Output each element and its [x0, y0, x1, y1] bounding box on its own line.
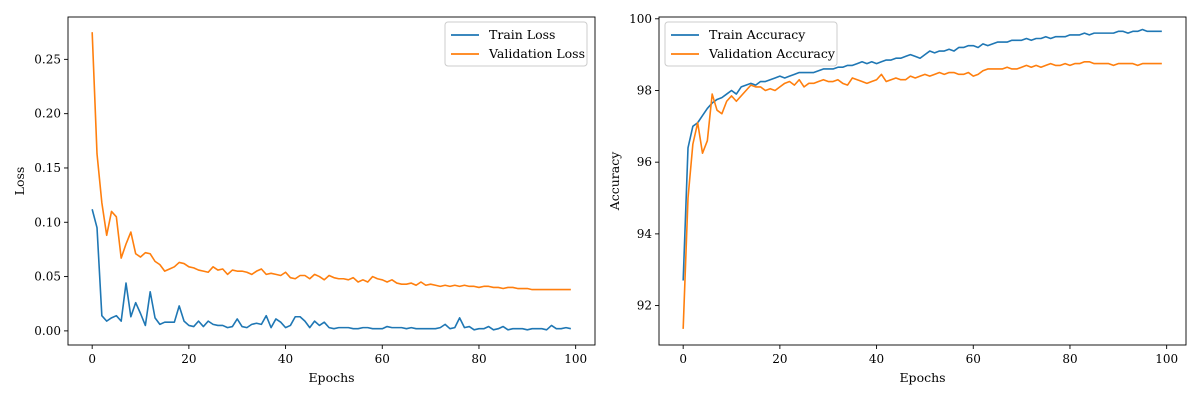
- x-tick-label: 80: [1062, 352, 1077, 366]
- legend-box: [664, 21, 838, 67]
- y-tick-label: 96: [637, 155, 652, 169]
- y-tick-label: 94: [637, 227, 653, 241]
- legend-label: Train Accuracy: [709, 27, 806, 42]
- y-tick-label: 0.05: [34, 270, 61, 284]
- x-tick-label: 60: [966, 352, 981, 366]
- x-tick-label: 40: [278, 352, 293, 366]
- y-tick-label: 0.15: [34, 161, 61, 175]
- y-tick-label: 0.00: [34, 324, 61, 338]
- axes-frame: [658, 16, 1187, 346]
- x-axis-label: Epochs: [308, 370, 354, 385]
- x-tick-label: 0: [88, 352, 96, 366]
- axes-frame: [67, 16, 596, 346]
- x-tick-label: 80: [471, 352, 486, 366]
- legend-label: Validation Accuracy: [708, 46, 836, 61]
- accuracy-chart: 0 20 40 60 80 100 92 94 96 98 100 Epochs Accuracy Tra…: [607, 12, 1187, 385]
- y-tick-label: 0.20: [34, 107, 61, 121]
- series-line-validation-accuracy: [682, 61, 1162, 329]
- loss-chart: 0 20 40 60 80 100 0.00 0.05 0.10 0.15 0.20 0.25 Epoc…: [12, 16, 596, 385]
- x-tick-label: 100: [1155, 352, 1178, 366]
- series-line-validation-loss: [91, 32, 571, 291]
- y-tick-label: 0.25: [34, 52, 61, 66]
- x-tick-label: 100: [564, 352, 587, 366]
- y-tick-label: 0.10: [34, 215, 61, 229]
- series-line-train-loss: [91, 209, 572, 331]
- x-tick-label: 40: [869, 352, 884, 366]
- legend-box: [444, 21, 588, 67]
- legend-label: Validation Loss: [488, 46, 585, 61]
- x-tick-label: 20: [181, 352, 196, 366]
- y-tick-label: 92: [637, 299, 652, 313]
- x-axis-label: Epochs: [899, 370, 945, 385]
- x-tick-label: 20: [772, 352, 787, 366]
- y-axis-label: Loss: [12, 167, 27, 196]
- y-tick-label: 98: [637, 83, 652, 97]
- x-tick-label: 0: [679, 352, 687, 366]
- series-line-train-accuracy: [682, 28, 1162, 281]
- y-axis-label: Accuracy: [607, 151, 622, 212]
- y-tick-label: 100: [629, 12, 652, 26]
- legend-label: Train Loss: [489, 27, 555, 42]
- x-tick-label: 60: [375, 352, 390, 366]
